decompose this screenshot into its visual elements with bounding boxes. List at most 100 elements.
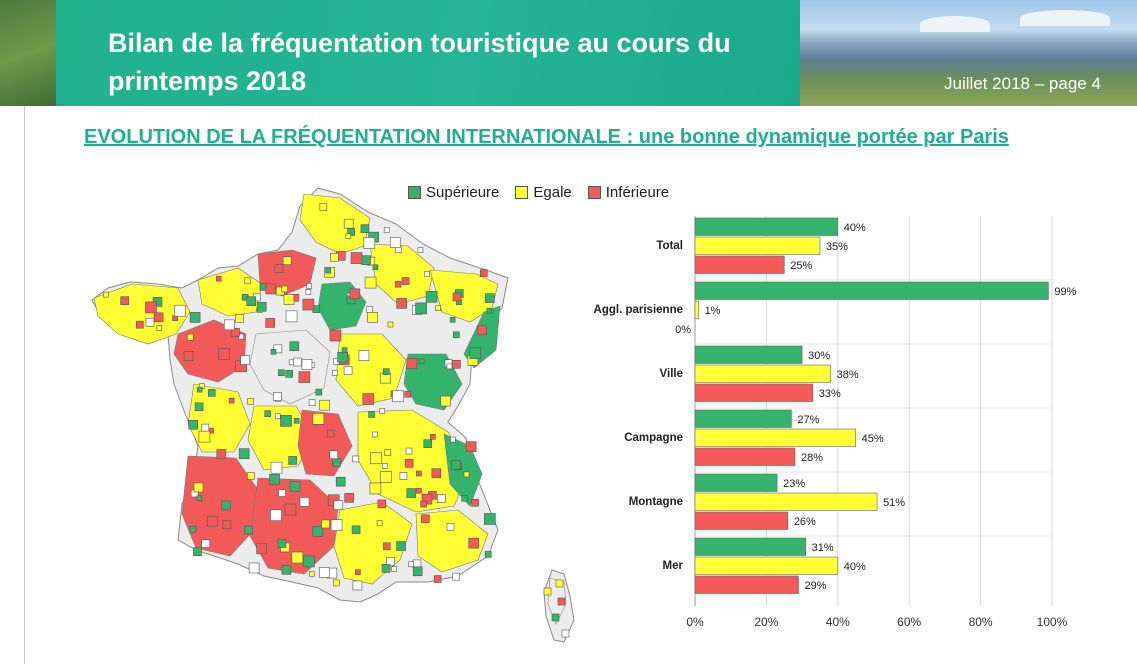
map-city-marker <box>440 395 451 407</box>
map-city-marker <box>201 423 210 432</box>
bar-inférieure <box>694 447 796 466</box>
map-city-marker <box>321 519 330 529</box>
map-city-marker <box>285 370 293 378</box>
chart-bars <box>694 217 1049 594</box>
bar-supérieure <box>694 345 803 364</box>
data-label: 23% <box>783 478 805 490</box>
map-city-marker <box>435 305 441 311</box>
map-city-marker <box>289 481 301 492</box>
data-label: 40% <box>844 561 866 573</box>
map-city-marker <box>301 359 313 370</box>
map-city-marker <box>206 515 218 527</box>
map-city-marker <box>430 434 436 440</box>
map-city-marker <box>557 597 566 606</box>
map-city-marker <box>450 436 456 443</box>
map-city-marker <box>421 514 430 524</box>
map-city-marker <box>423 439 433 449</box>
map-city-marker <box>372 264 379 271</box>
bar-egale <box>694 492 878 511</box>
data-label: 35% <box>826 241 848 253</box>
map-city-marker <box>189 312 201 323</box>
map-city-marker <box>352 580 363 591</box>
map-city-marker <box>406 488 417 498</box>
data-label: 51% <box>883 497 905 509</box>
map-city-marker <box>277 369 285 377</box>
map-city-marker <box>284 503 297 516</box>
legend-label-superieure: Supérieure <box>426 183 500 201</box>
map-city-marker <box>425 291 438 303</box>
map-city-marker <box>333 500 344 510</box>
data-label: 33% <box>819 388 841 400</box>
page-left-border <box>24 0 25 664</box>
map-city-marker <box>379 408 386 414</box>
page-info: Juillet 2018 – page 4 <box>944 74 1101 93</box>
map-city-marker <box>377 499 387 509</box>
map-city-marker <box>382 368 390 375</box>
map-city-marker <box>358 350 370 361</box>
map-city-marker <box>224 319 235 331</box>
map-city-marker <box>363 237 376 249</box>
zone-savoie <box>443 433 483 507</box>
map-city-marker <box>193 547 202 556</box>
zone-bretagne <box>93 283 191 345</box>
map-city-marker <box>299 497 310 507</box>
map-city-marker <box>415 302 427 315</box>
map-city-marker <box>196 386 203 393</box>
map-city-marker <box>463 471 470 478</box>
x-tick-label: 0% <box>686 615 704 626</box>
data-label: 1% <box>705 305 721 317</box>
map-city-marker <box>136 320 144 329</box>
bar-supérieure <box>694 537 806 556</box>
bar-inférieure <box>694 575 799 594</box>
bar-supérieure <box>694 217 839 236</box>
data-label: 40% <box>844 222 866 234</box>
map-city-marker <box>465 441 477 452</box>
x-tick-label: 60% <box>897 615 921 626</box>
map-city-marker <box>543 587 552 596</box>
map-city-marker <box>270 509 282 521</box>
map-city-marker <box>305 289 312 295</box>
data-label: 27% <box>797 414 819 426</box>
map-city-marker <box>477 325 487 336</box>
data-label: 28% <box>801 452 823 464</box>
map-city-marker <box>188 419 198 430</box>
map-city-marker <box>216 449 227 459</box>
map-city-marker <box>207 389 216 397</box>
banner-mountain-photo <box>800 0 1137 106</box>
map-city-marker <box>418 358 425 365</box>
map-city-marker <box>352 455 360 463</box>
map-city-marker <box>450 460 461 470</box>
map-city-marker <box>280 415 292 427</box>
map-city-marker <box>312 413 325 425</box>
map-city-marker <box>343 366 353 375</box>
map-city-marker <box>370 452 382 465</box>
zone-midi-pyrenees <box>249 477 339 575</box>
map-city-marker <box>277 539 287 548</box>
data-label: 38% <box>837 369 859 381</box>
map-city-marker <box>256 302 267 312</box>
map-city-marker <box>285 310 298 323</box>
map-city-marker <box>469 347 482 359</box>
map-city-marker <box>335 476 346 487</box>
map-city-marker <box>376 520 383 526</box>
map-city-marker <box>561 629 570 638</box>
bar-supérieure <box>694 473 778 492</box>
map-city-marker <box>399 472 408 480</box>
map-city-marker <box>264 410 272 418</box>
map-city-marker <box>381 564 391 573</box>
bar-inférieure <box>694 255 785 274</box>
map-city-marker <box>274 264 284 273</box>
map-city-marker <box>273 392 282 401</box>
map-city-marker <box>366 306 374 313</box>
data-label: 26% <box>794 516 816 528</box>
section-subtitle: EVOLUTION DE LA FRÉQUENTATION INTERNATIO… <box>84 126 1009 148</box>
data-label: 30% <box>808 350 830 362</box>
map-city-marker <box>416 470 422 477</box>
x-tick-label: 80% <box>969 615 993 626</box>
bar-egale <box>694 236 821 255</box>
bar-egale <box>694 556 839 575</box>
map-city-marker <box>269 474 280 485</box>
map-city-marker <box>282 256 292 265</box>
map-dots <box>103 203 570 638</box>
map-city-marker <box>283 294 295 305</box>
